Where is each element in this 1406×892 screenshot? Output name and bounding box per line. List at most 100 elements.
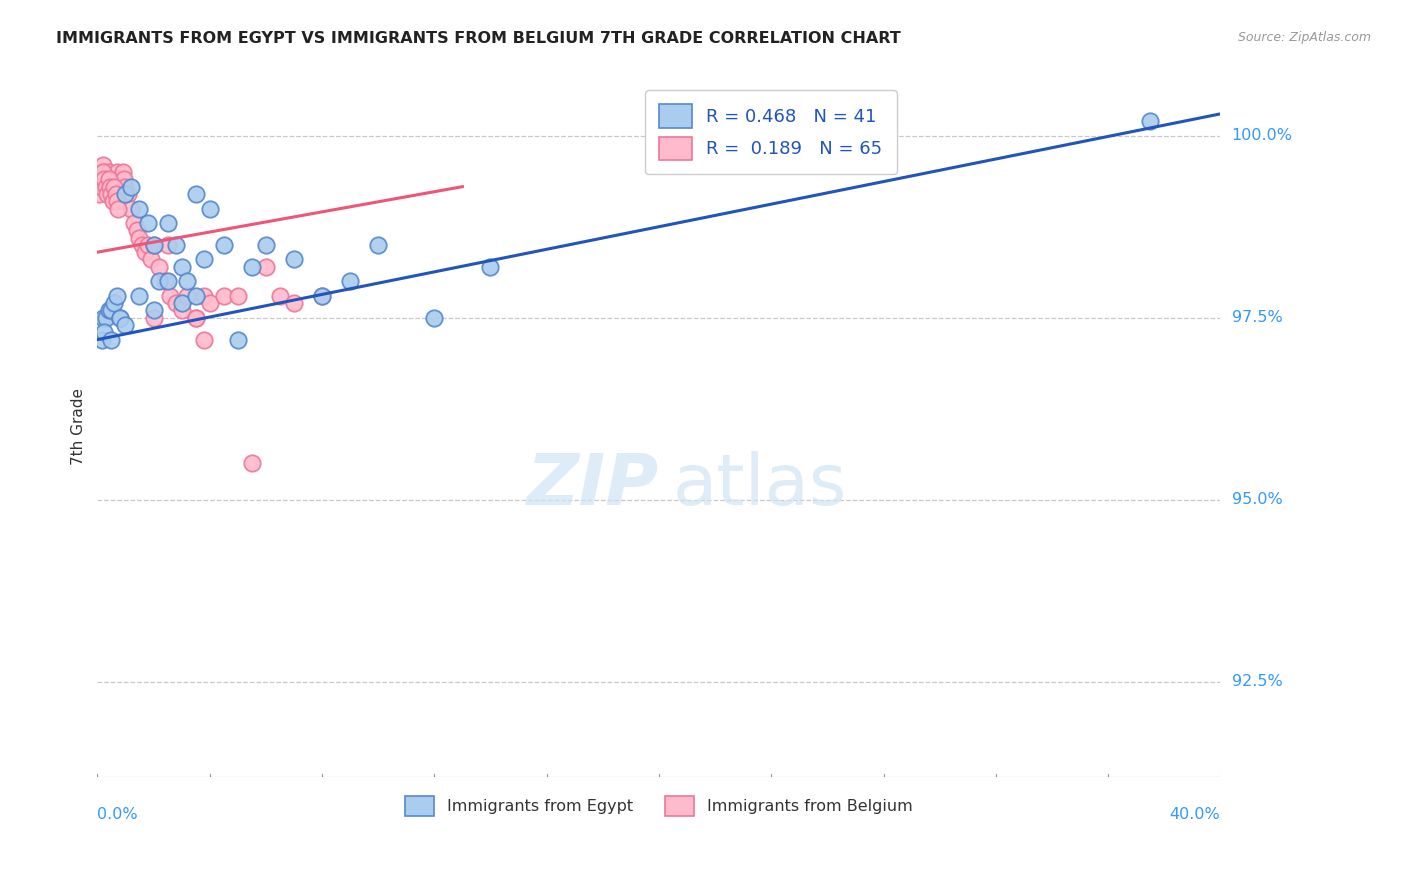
Point	[87, 179, 110, 194]
Point	[87, 186, 110, 201]
Point	[198, 296, 221, 310]
Point	[110, 186, 132, 201]
Point	[156, 216, 179, 230]
Point	[176, 274, 198, 288]
Point	[128, 202, 150, 216]
Point	[339, 274, 361, 288]
Point	[193, 289, 215, 303]
Point	[120, 179, 142, 194]
Text: 97.5%: 97.5%	[1232, 310, 1282, 326]
Point	[108, 310, 131, 325]
Point	[114, 179, 136, 194]
Point	[170, 296, 193, 310]
Point	[100, 186, 122, 201]
Point	[122, 216, 145, 230]
Text: 40.0%: 40.0%	[1170, 807, 1220, 822]
Point	[128, 289, 150, 303]
Point	[89, 165, 111, 179]
Point	[89, 172, 111, 186]
Point	[97, 172, 120, 186]
Point	[104, 179, 127, 194]
Point	[165, 296, 187, 310]
Point	[112, 172, 135, 186]
Point	[184, 310, 207, 325]
Point	[212, 289, 235, 303]
Point	[105, 194, 128, 209]
Text: atlas: atlas	[673, 450, 848, 520]
Point	[156, 238, 179, 252]
Point	[1139, 114, 1161, 128]
Point	[131, 238, 153, 252]
Y-axis label: 7th Grade: 7th Grade	[72, 389, 86, 466]
Point	[311, 289, 333, 303]
Point	[114, 186, 136, 201]
Point	[104, 186, 127, 201]
Point	[93, 172, 115, 186]
Point	[198, 202, 221, 216]
Point	[94, 310, 117, 325]
Point	[184, 186, 207, 201]
Point	[254, 260, 277, 274]
Point	[142, 303, 165, 318]
Point	[93, 165, 115, 179]
Point	[226, 289, 249, 303]
Point	[105, 289, 128, 303]
Point	[107, 202, 129, 216]
Point	[107, 172, 129, 186]
Text: 0.0%: 0.0%	[97, 807, 138, 822]
Point	[367, 238, 389, 252]
Point	[148, 260, 170, 274]
Point	[103, 172, 125, 186]
Point	[100, 179, 122, 194]
Point	[176, 289, 198, 303]
Point	[283, 296, 305, 310]
Point	[170, 303, 193, 318]
Point	[90, 172, 112, 186]
Point	[479, 260, 502, 274]
Point	[108, 179, 131, 194]
Point	[96, 186, 118, 201]
Point	[148, 274, 170, 288]
Point	[423, 310, 446, 325]
Text: Source: ZipAtlas.com: Source: ZipAtlas.com	[1237, 31, 1371, 45]
Point	[103, 296, 125, 310]
Point	[91, 165, 114, 179]
Legend: Immigrants from Egypt, Immigrants from Belgium: Immigrants from Egypt, Immigrants from B…	[398, 788, 921, 824]
Text: IMMIGRANTS FROM EGYPT VS IMMIGRANTS FROM BELGIUM 7TH GRADE CORRELATION CHART: IMMIGRANTS FROM EGYPT VS IMMIGRANTS FROM…	[56, 31, 901, 46]
Point	[240, 456, 263, 470]
Point	[101, 194, 124, 209]
Text: 100.0%: 100.0%	[1232, 128, 1292, 144]
Point	[153, 274, 176, 288]
Point	[269, 289, 291, 303]
Point	[184, 289, 207, 303]
Point	[311, 289, 333, 303]
Point	[94, 172, 117, 186]
Point	[98, 172, 121, 186]
Point	[142, 238, 165, 252]
Point	[128, 230, 150, 244]
Point	[90, 179, 112, 194]
Point	[105, 165, 128, 179]
Point	[98, 179, 121, 194]
Point	[103, 179, 125, 194]
Point	[212, 238, 235, 252]
Point	[117, 186, 139, 201]
Text: ZIP: ZIP	[527, 450, 659, 520]
Point	[96, 179, 118, 194]
Point	[142, 310, 165, 325]
Point	[100, 333, 122, 347]
Point	[283, 252, 305, 267]
Point	[100, 303, 122, 318]
Point	[136, 216, 159, 230]
Point	[226, 333, 249, 347]
Text: 92.5%: 92.5%	[1232, 674, 1282, 690]
Point	[91, 310, 114, 325]
Point	[97, 303, 120, 318]
Point	[142, 238, 165, 252]
Point	[101, 186, 124, 201]
Point	[94, 179, 117, 194]
Point	[170, 260, 193, 274]
Point	[254, 238, 277, 252]
Point	[97, 165, 120, 179]
Point	[125, 223, 148, 237]
